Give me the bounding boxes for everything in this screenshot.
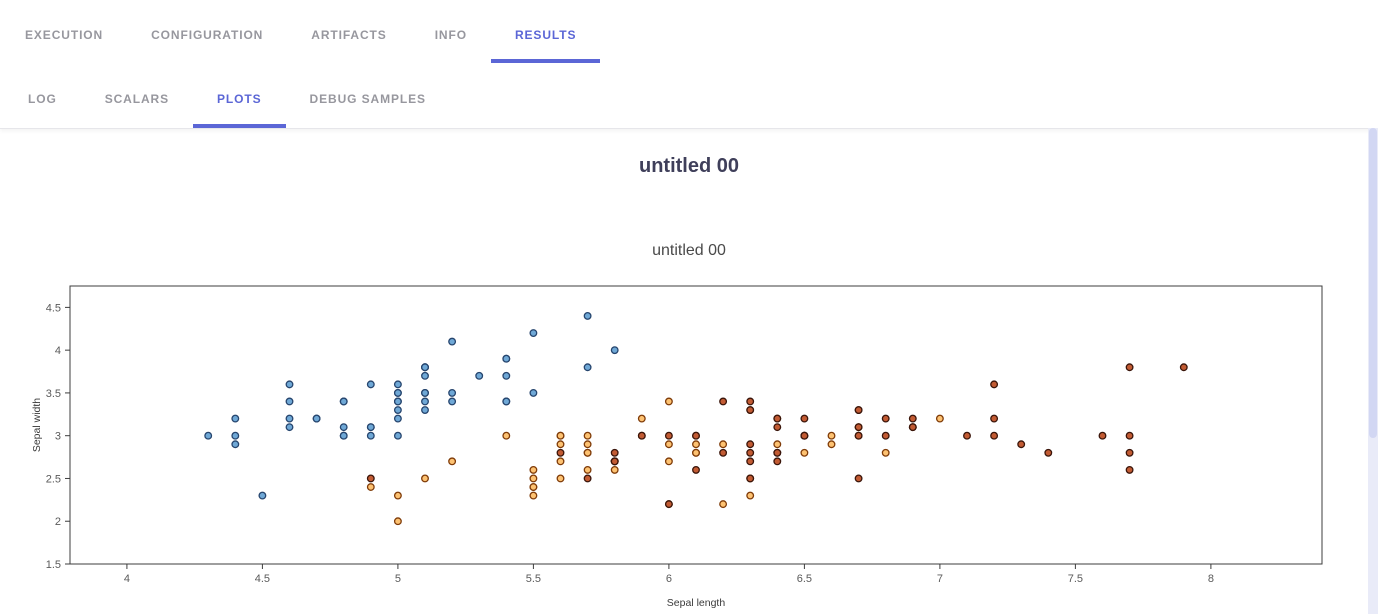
svg-text:2.5: 2.5 <box>46 473 61 485</box>
tab-label: ARTIFACTS <box>311 28 387 42</box>
tab-label: LOG <box>28 92 57 106</box>
svg-text:3: 3 <box>55 431 61 443</box>
plots-panel: untitled 00 untitled 00 4 4.5 5 5.5 6 6.5 7 7.5… <box>0 155 1378 610</box>
svg-text:4: 4 <box>55 345 61 357</box>
tab-label: DEBUG SAMPLES <box>309 92 426 106</box>
tab-info[interactable]: INFO <box>411 0 491 63</box>
svg-text:6.5: 6.5 <box>797 573 812 585</box>
svg-text:2: 2 <box>55 516 61 528</box>
svg-text:Sepal length: Sepal length <box>667 597 726 609</box>
svg-text:6: 6 <box>666 573 672 585</box>
tab-debug-samples[interactable]: DEBUG SAMPLES <box>286 63 450 128</box>
tab-label: EXECUTION <box>25 28 104 42</box>
tab-configuration[interactable]: CONFIGURATION <box>127 0 287 63</box>
svg-text:7: 7 <box>937 573 943 585</box>
primary-tabs: EXECUTION CONFIGURATION ARTIFACTS INFO R… <box>0 0 1378 63</box>
svg-text:4.5: 4.5 <box>46 302 61 314</box>
svg-text:5: 5 <box>395 573 401 585</box>
tab-scalars[interactable]: SCALARS <box>81 63 193 128</box>
tab-label: INFO <box>434 28 467 42</box>
tab-log[interactable]: LOG <box>4 63 81 128</box>
svg-text:7.5: 7.5 <box>1068 573 1083 585</box>
svg-text:Sepal width: Sepal width <box>31 398 43 452</box>
svg-text:4: 4 <box>124 573 130 585</box>
tabs-header: EXECUTION CONFIGURATION ARTIFACTS INFO R… <box>0 0 1378 129</box>
tab-label: PLOTS <box>217 92 262 106</box>
tab-artifacts[interactable]: ARTIFACTS <box>287 0 410 63</box>
secondary-tabs: LOG SCALARS PLOTS DEBUG SAMPLES <box>0 63 1378 128</box>
scrollbar-thumb[interactable] <box>1369 128 1377 438</box>
chart-title: untitled 00 <box>652 242 726 259</box>
tab-execution[interactable]: EXECUTION <box>1 0 127 63</box>
tab-results[interactable]: RESULTS <box>490 0 601 63</box>
tab-label: CONFIGURATION <box>151 28 264 42</box>
scatter-plot[interactable]: 4 4.5 5 5.5 6 6.5 7 7.5 8 1.5 2 2.5 3 3.5 4 4.5 Sepal le… <box>0 274 1345 610</box>
plot-group-title: untitled 00 <box>638 155 739 177</box>
svg-text:1.5: 1.5 <box>46 559 61 571</box>
svg-text:8: 8 <box>1208 573 1214 585</box>
svg-text:5.5: 5.5 <box>526 573 541 585</box>
svg-text:4.5: 4.5 <box>255 573 270 585</box>
tab-label: RESULTS <box>514 28 577 42</box>
plot-card: untitled 00 4 4.5 5 5.5 6 6.5 7 7.5 8 1.5 2 2.5 3 3.5… <box>0 242 1378 610</box>
tab-label: SCALARS <box>104 92 170 106</box>
tab-plots[interactable]: PLOTS <box>193 63 286 128</box>
svg-text:3.5: 3.5 <box>46 388 61 400</box>
scrollbar[interactable] <box>1368 128 1378 614</box>
